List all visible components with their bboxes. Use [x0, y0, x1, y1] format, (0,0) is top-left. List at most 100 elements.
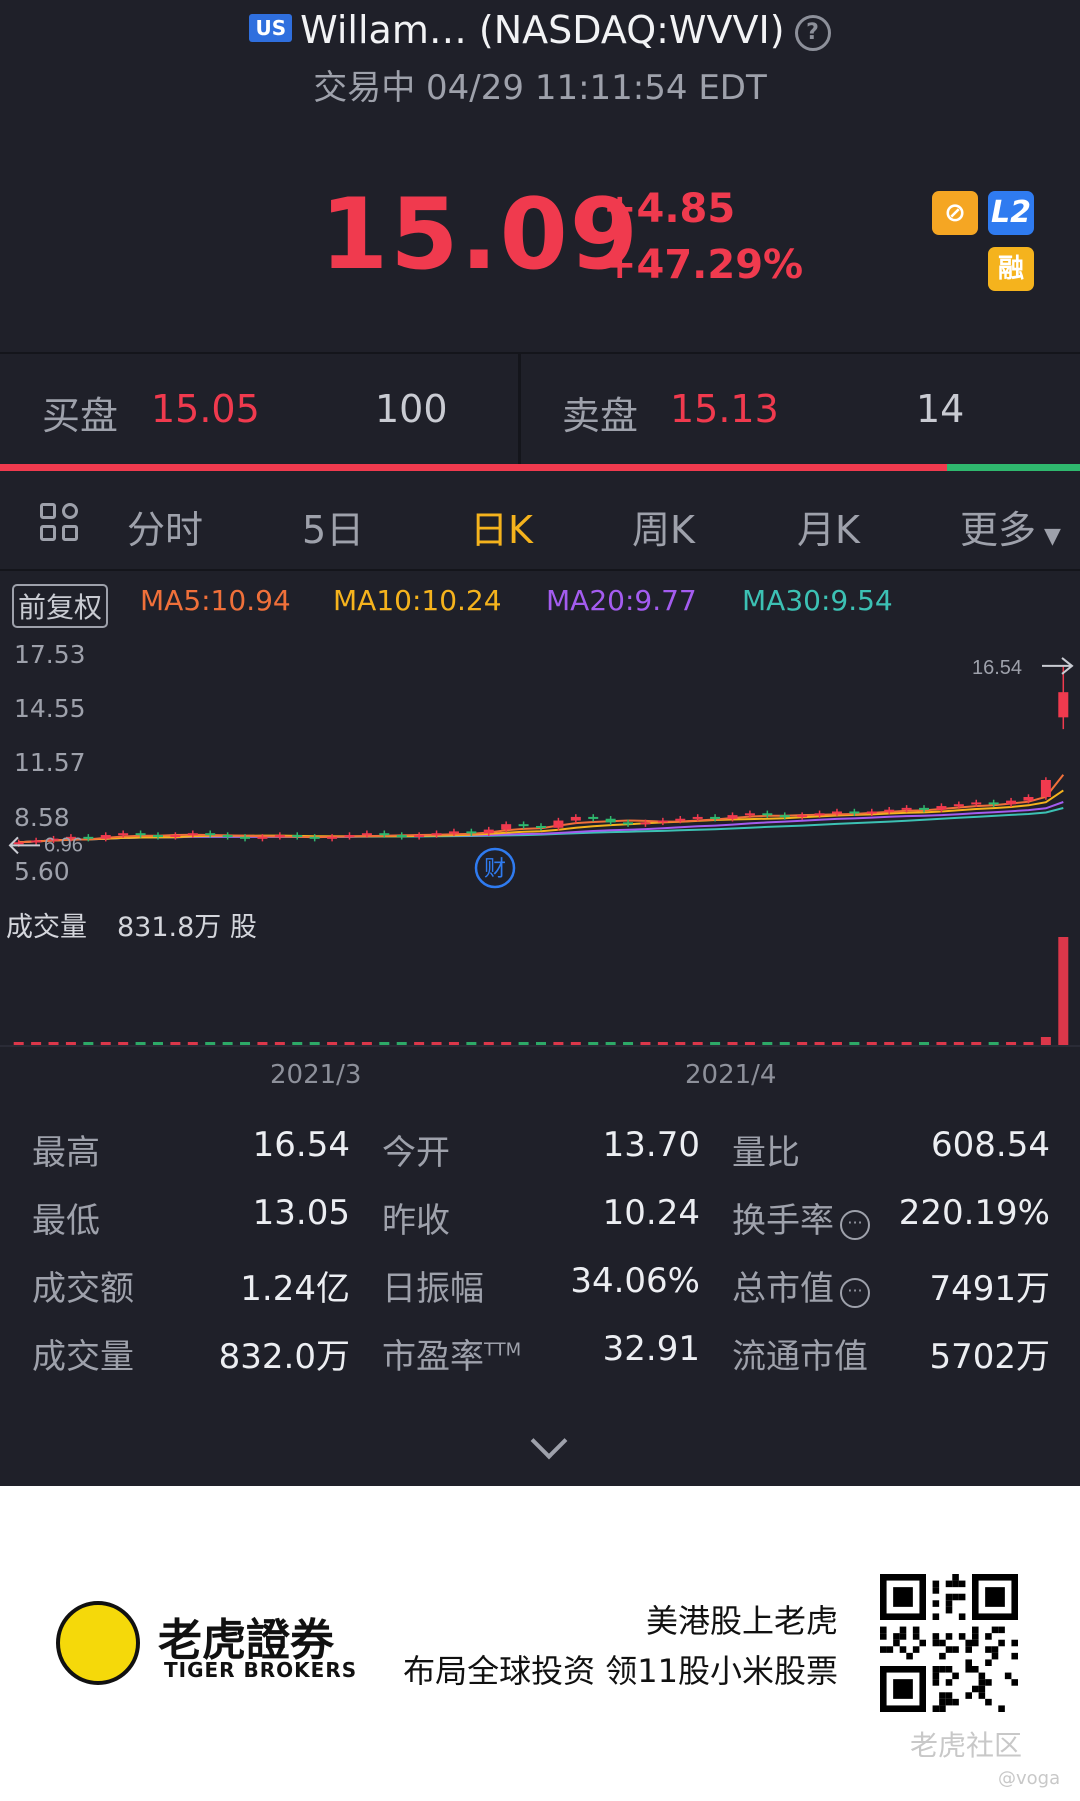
- volume-bar: [849, 1042, 860, 1045]
- stat-value: 220.19%: [898, 1193, 1050, 1233]
- candle-body: [692, 816, 703, 819]
- volume-bar: [675, 1042, 686, 1045]
- last-price: 15.09: [320, 178, 640, 292]
- candle-body: [379, 833, 390, 836]
- help-icon[interactable]: ?: [794, 15, 831, 51]
- ask-price: 15.13: [670, 387, 779, 431]
- divider: [0, 352, 1080, 354]
- watermark-user: @voga: [998, 1768, 1061, 1789]
- candle-body: [100, 835, 111, 839]
- volume-bar: [135, 1042, 146, 1045]
- volume-bar: [257, 1042, 268, 1045]
- ask-quantity: 14: [916, 387, 965, 431]
- tab-weekly-k[interactable]: 周K: [632, 508, 695, 552]
- candle-body: [675, 818, 686, 821]
- volume-bar: [919, 1042, 930, 1045]
- volume-bar: [814, 1042, 825, 1045]
- stat-label: 市盈率TTM: [382, 1337, 522, 1377]
- candle-body: [866, 811, 877, 814]
- price-change-percent: +47.29%: [603, 242, 804, 288]
- candle-body: [988, 802, 999, 805]
- volume-bar: [48, 1042, 59, 1045]
- adjust-mode-button[interactable]: 前复权: [12, 584, 109, 628]
- x-tick: 2021/4: [685, 1060, 777, 1090]
- stat-label: 换手率 ···: [732, 1193, 870, 1242]
- no-short-icon[interactable]: ⊘: [932, 191, 978, 235]
- tab-monthly-k[interactable]: 月K: [797, 508, 860, 552]
- volume-bar: [692, 1042, 703, 1045]
- candle-body: [170, 835, 181, 838]
- candle-body: [518, 824, 529, 827]
- stat-value: 1.24亿: [240, 1269, 350, 1309]
- candle-body: [222, 835, 233, 838]
- volume-bar: [152, 1042, 163, 1045]
- stat-value: 7491万: [929, 1269, 1050, 1309]
- bid-label: 买盘: [42, 394, 119, 438]
- volume-bar: [448, 1042, 459, 1045]
- caret-down-icon: ▼: [1044, 524, 1061, 549]
- stat-label: 昨收: [382, 1201, 450, 1241]
- candle-body: [936, 806, 947, 810]
- volume-bar: [118, 1042, 129, 1045]
- candle-body: [953, 804, 964, 807]
- candle-body: [309, 836, 320, 839]
- expand-chevron-icon[interactable]: [530, 1422, 568, 1460]
- candle-body: [605, 818, 616, 823]
- volume-bar: [1006, 1042, 1017, 1045]
- tab-more[interactable]: 更多 ▼: [960, 499, 1061, 554]
- promo-line-1: 美港股上老虎: [645, 1602, 838, 1640]
- qr-code-icon: [880, 1574, 1018, 1712]
- volume-bar: [309, 1042, 320, 1045]
- candle-body: [744, 813, 755, 816]
- candle-body: [13, 842, 24, 845]
- volume-bar: [884, 1042, 895, 1045]
- candle-body: [396, 835, 407, 838]
- stat-value: 13.05: [252, 1193, 350, 1233]
- info-icon[interactable]: ···: [840, 1210, 870, 1240]
- low-marker-label: 6.96: [44, 834, 83, 856]
- high-marker-label: 16.54: [972, 657, 1022, 679]
- candle-body: [1006, 800, 1017, 805]
- volume-bar: [361, 1042, 372, 1045]
- candle-body: [466, 831, 477, 834]
- volume-bar: [657, 1042, 668, 1045]
- volume-bar: [988, 1042, 999, 1045]
- grid-menu-icon[interactable]: [40, 503, 80, 543]
- stat-label: 量比: [732, 1133, 800, 1173]
- volume-bar: [779, 1042, 790, 1045]
- tiger-logo-icon: [56, 1601, 140, 1685]
- volume-bar: [623, 1042, 634, 1045]
- margin-badge[interactable]: 融: [988, 247, 1034, 291]
- stock-title[interactable]: US Willam… (NASDAQ:WVVI)?: [0, 8, 1080, 52]
- earnings-event-icon: [474, 847, 516, 889]
- volume-bar: [501, 1042, 512, 1045]
- promo-line-2: 布局全球投资 领11股小米股票: [403, 1652, 838, 1690]
- candlestick-chart[interactable]: 16.54 6.96 财: [0, 630, 1080, 1050]
- tab-5day[interactable]: 5日: [302, 508, 365, 552]
- candle-body: [483, 829, 494, 834]
- volume-bar: [431, 1042, 442, 1045]
- volume-bar: [744, 1042, 755, 1045]
- candle-body: [1023, 797, 1034, 801]
- tab-intraday[interactable]: 分时: [127, 508, 204, 552]
- level2-badge[interactable]: L2: [988, 191, 1034, 235]
- stat-value: 608.54: [931, 1125, 1050, 1165]
- stat-label: 流通市值: [732, 1337, 868, 1377]
- ma5-label: MA5:10.94: [140, 584, 291, 617]
- tab-daily-k[interactable]: 日K: [470, 508, 533, 552]
- tab-more-label: 更多: [960, 508, 1037, 552]
- candle-body: [448, 831, 459, 834]
- info-icon[interactable]: ···: [840, 1278, 870, 1308]
- candle-body: [919, 807, 930, 810]
- candle-body: [536, 825, 546, 828]
- candle-body: [657, 820, 668, 823]
- volume-bar: [396, 1042, 407, 1045]
- stat-label: 总市值 ···: [732, 1261, 870, 1310]
- volume-bar: [762, 1042, 773, 1045]
- y-tick: 17.53: [14, 640, 86, 669]
- candle-body: [361, 833, 372, 836]
- candle-body: [431, 833, 442, 836]
- candle-body: [623, 822, 634, 825]
- volume-bar: [327, 1042, 338, 1045]
- stat-value: 32.91: [602, 1329, 700, 1369]
